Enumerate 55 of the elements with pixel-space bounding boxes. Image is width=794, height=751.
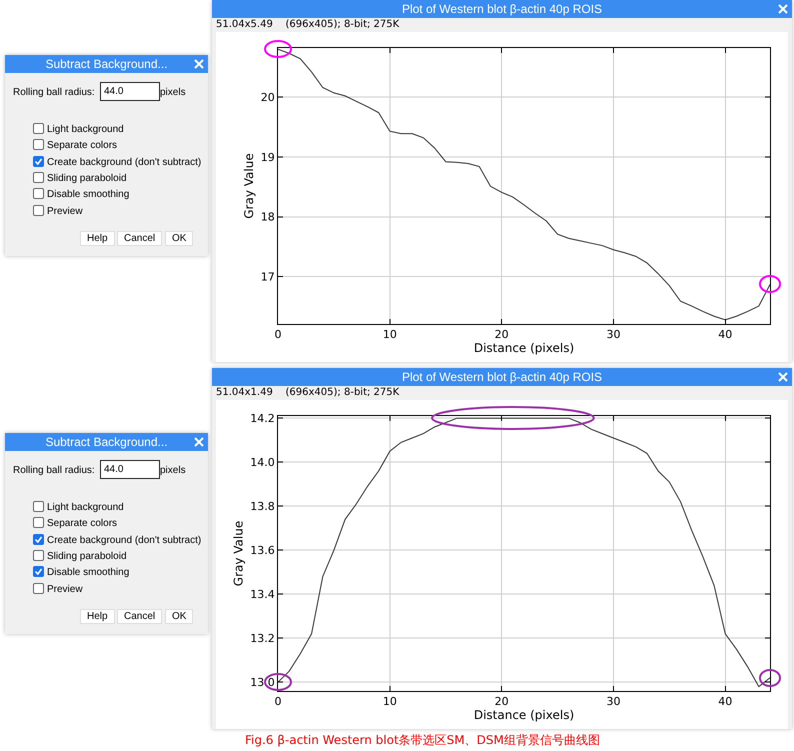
y-axis-title: Gray Value bbox=[242, 153, 256, 219]
y-tick-label: 13.6 bbox=[250, 544, 275, 558]
x-tick-label: 40 bbox=[718, 328, 732, 342]
y-tick-label: 14.2 bbox=[250, 412, 275, 426]
text: OK bbox=[165, 609, 194, 624]
text: Disable smoothing bbox=[47, 567, 130, 578]
text: Separate colors bbox=[47, 140, 118, 152]
y-tick-label: 18 bbox=[260, 210, 275, 224]
x-tick-label: 30 bbox=[606, 695, 620, 708]
y-tick-label: 14.0 bbox=[250, 456, 275, 470]
text: Subtract Background... bbox=[45, 57, 168, 71]
text: Separate colors bbox=[47, 518, 118, 530]
chart-title: Plot of Western blot β-actin 40p ROIS bbox=[402, 2, 602, 16]
x-tick-label: 10 bbox=[382, 328, 397, 342]
x-axis-title: Distance (pixels) bbox=[474, 708, 574, 722]
chart-title: Plot of Western blot β-actin 40p ROIS bbox=[402, 370, 602, 384]
text: pixels bbox=[160, 87, 186, 98]
text: Create background (don't subtract) bbox=[47, 156, 202, 168]
text: Rolling ball radius: bbox=[13, 87, 95, 98]
y-tick-label: 20 bbox=[260, 90, 275, 104]
chart-subtitle: 51.04x1.49 (696x405); 8-bit; 275K bbox=[215, 386, 400, 400]
text: Create background (don't subtract) bbox=[47, 534, 202, 546]
text: Cancel bbox=[117, 609, 162, 624]
x-tick-label: 0 bbox=[274, 328, 282, 342]
x-tick-label: 10 bbox=[382, 695, 397, 708]
text: Sliding paraboloid bbox=[47, 550, 127, 562]
x-tick-label: 20 bbox=[494, 328, 509, 342]
x-tick-label: 40 bbox=[718, 695, 732, 708]
text: Help bbox=[80, 609, 115, 624]
text: Light background bbox=[47, 124, 124, 135]
text: 44.0 bbox=[100, 82, 160, 101]
chart-subtitle: 51.04x5.49 (696x405); 8-bit; 275K bbox=[215, 18, 400, 32]
y-tick-label: 13.8 bbox=[250, 500, 275, 514]
y-tick-label: 19 bbox=[260, 150, 275, 164]
text: Preview bbox=[47, 206, 83, 216]
text: Light background bbox=[47, 502, 124, 513]
x-tick-label: 30 bbox=[606, 328, 620, 342]
x-tick-label: 20 bbox=[494, 695, 509, 708]
y-tick-label: 13.2 bbox=[250, 632, 275, 646]
text: Rolling ball radius: bbox=[13, 465, 95, 476]
x-axis-title: Distance (pixels) bbox=[474, 341, 574, 356]
y-axis-title: Gray Value bbox=[232, 520, 246, 586]
y-tick-label: 17 bbox=[260, 270, 275, 284]
text: 44.0 bbox=[100, 460, 160, 479]
text: Sliding paraboloid bbox=[47, 172, 127, 184]
text: Disable smoothing bbox=[47, 189, 130, 200]
y-tick-label: 13.4 bbox=[250, 588, 275, 602]
caption: Fig.6 β-actin Western blot条带选区SM、DSM组背景信号曲线图 bbox=[245, 732, 600, 749]
text: Cancel bbox=[117, 231, 162, 246]
x-tick-label: 0 bbox=[274, 695, 282, 708]
text: Help bbox=[80, 231, 115, 246]
text: Subtract Background... bbox=[45, 435, 168, 449]
text: OK bbox=[165, 231, 194, 246]
text: pixels bbox=[160, 465, 186, 476]
text: Preview bbox=[47, 584, 83, 594]
